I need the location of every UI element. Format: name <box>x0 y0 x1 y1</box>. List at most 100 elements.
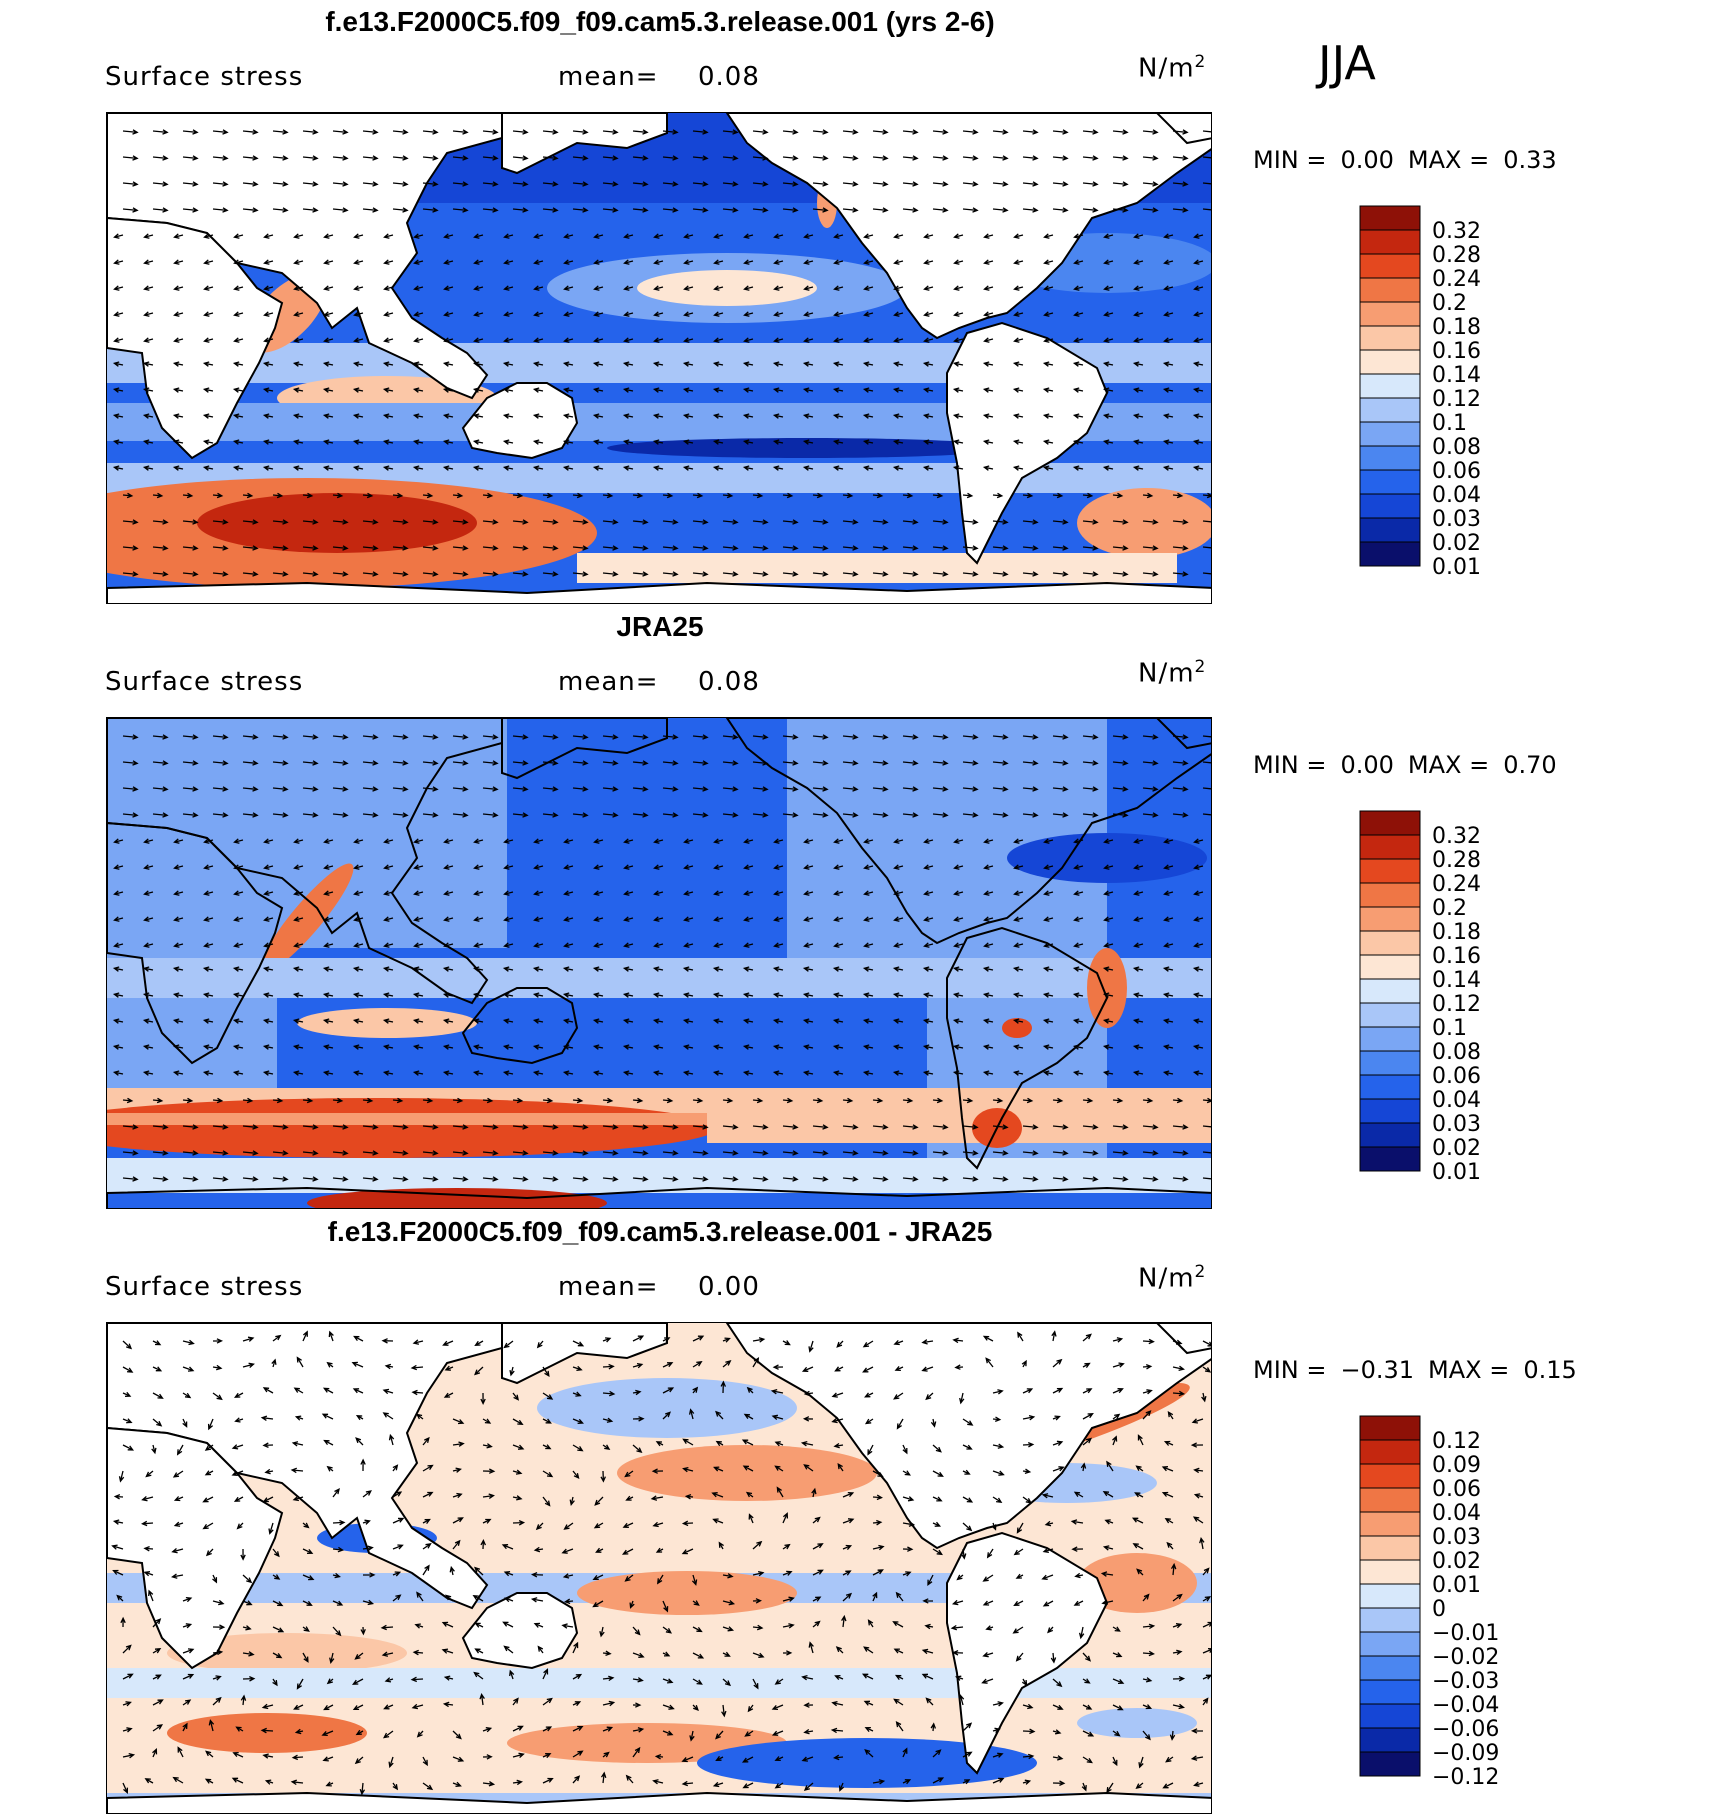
stress-vector-arrow <box>662 1337 671 1343</box>
stress-vector-arrow <box>921 1673 934 1680</box>
stress-vector-arrow <box>542 1124 559 1130</box>
stress-vector-arrow <box>422 129 439 135</box>
stress-vector-arrow <box>512 734 529 740</box>
stress-vector-arrow <box>323 864 334 870</box>
stress-vector-arrow <box>572 1340 585 1347</box>
stress-vector-arrow <box>482 1097 494 1104</box>
stress-vector-arrow <box>623 337 634 343</box>
stress-vector-arrow <box>562 1070 574 1076</box>
stress-vector-arrow <box>1162 1070 1174 1076</box>
stress-vector-arrow <box>472 1044 484 1050</box>
stress-vector-arrow <box>562 1018 574 1024</box>
stress-vector-arrow <box>1082 812 1099 818</box>
stress-vector-arrow <box>112 1044 124 1050</box>
stress-vector-arrow <box>745 1491 754 1498</box>
stress-vector-arrow <box>953 942 964 948</box>
stress-vector-arrow <box>152 812 169 818</box>
stress-vector-arrow <box>743 864 754 870</box>
stress-vector-arrow <box>692 1360 703 1368</box>
stress-vector-arrow <box>872 155 889 161</box>
stress-vector-arrow <box>182 1339 195 1346</box>
stress-vector-arrow <box>1052 760 1069 766</box>
stress-vector-arrow <box>842 1150 859 1156</box>
stress-vector-arrow <box>111 1544 124 1550</box>
stress-vector-arrow <box>812 519 829 525</box>
stress-vector-arrow <box>112 361 124 367</box>
panel-obs: JRA25 Surface stress mean= 0.08 N/m2 MIN… <box>0 605 1710 1210</box>
colorbar-swatch <box>1359 978 1421 1004</box>
stress-vector-arrow <box>722 155 739 161</box>
colorbar-swatch <box>1359 229 1421 255</box>
stress-vector-arrow <box>422 1518 431 1524</box>
stress-vector-arrow <box>1135 1465 1144 1472</box>
stress-vector-arrow <box>152 129 169 135</box>
stress-vector-arrow <box>892 966 904 972</box>
stress-vector-arrow <box>422 786 439 792</box>
stress-vector-arrow <box>242 207 259 213</box>
stress-vector-arrow <box>1193 838 1204 844</box>
stress-vector-arrow <box>983 942 994 948</box>
stress-vector-arrow <box>712 966 724 972</box>
stress-vector-arrow <box>692 1124 709 1130</box>
stress-vector-arrow <box>592 413 604 419</box>
stress-vector-arrow <box>542 1150 559 1156</box>
stress-vector-arrow <box>802 439 814 445</box>
colorbar-swatch <box>1359 1146 1421 1172</box>
stress-vector-arrow <box>362 571 379 577</box>
stress-vector-arrow <box>742 413 754 419</box>
stress-vector-arrow <box>692 1097 704 1104</box>
colorbar-swatch <box>1359 1415 1421 1441</box>
stress-vector-arrow <box>902 786 919 792</box>
stress-vector-arrow <box>542 1176 559 1182</box>
stress-vector-arrow <box>562 966 574 972</box>
stress-vector-arrow <box>1015 1573 1024 1579</box>
stress-vector-arrow <box>512 1150 529 1156</box>
stress-vector-arrow <box>893 233 904 239</box>
stress-vector-arrow <box>833 311 844 317</box>
stress-vector-arrow <box>1022 492 1034 499</box>
stress-vector-arrow <box>533 890 544 896</box>
stress-vector-arrow <box>743 337 754 343</box>
stress-vector-arrow <box>122 155 139 161</box>
stress-vector-arrow <box>122 571 139 577</box>
stress-vector-arrow <box>474 1366 484 1376</box>
colorbar-tick-label: 0.12 <box>1432 387 1481 412</box>
stress-vector-arrow <box>1172 1649 1183 1656</box>
stress-vector-arrow <box>142 387 154 393</box>
stress-vector-arrow <box>691 1574 698 1586</box>
stress-vector-arrow <box>1191 1418 1204 1424</box>
stress-vector-arrow <box>233 942 244 948</box>
colorbar-tick-label: 0.02 <box>1432 1549 1481 1574</box>
stress-vector-arrow <box>392 760 409 766</box>
stress-vector-arrow <box>383 864 394 870</box>
stress-vector-arrow <box>383 285 394 291</box>
stress-vector-arrow <box>834 1674 844 1681</box>
stress-vector-arrow <box>715 1410 724 1420</box>
stress-vector-arrow <box>1162 1044 1174 1050</box>
stress-vector-arrow <box>1052 207 1069 213</box>
stress-vector-arrow <box>864 1392 874 1398</box>
stress-vector-arrow <box>962 1418 974 1426</box>
stress-vector-arrow <box>652 1521 664 1528</box>
stress-vector-arrow <box>542 1777 554 1784</box>
stress-vector-arrow <box>212 760 229 766</box>
stress-vector-arrow <box>622 1522 634 1528</box>
stress-vector-arrow <box>482 1468 496 1474</box>
stress-vector-arrow <box>1013 1548 1024 1556</box>
stress-vector-arrow <box>982 1574 994 1582</box>
stress-vector-arrow <box>743 1413 754 1420</box>
stress-vector-arrow <box>362 786 379 792</box>
stress-vector-arrow <box>592 361 604 367</box>
colorbar-tick-label: −0.06 <box>1432 1717 1499 1742</box>
stress-vector-arrow <box>742 361 754 367</box>
stress-vector-arrow <box>692 1600 700 1606</box>
stress-vector-arrow <box>1172 1176 1189 1182</box>
stress-vector-arrow <box>202 1018 214 1024</box>
stress-vector-arrow <box>662 1097 674 1104</box>
stress-vector-arrow <box>662 1362 674 1368</box>
stress-vector-arrow <box>741 1756 754 1763</box>
stress-vector-arrow <box>1112 1678 1125 1685</box>
stress-vector-arrow <box>932 492 944 499</box>
stress-vector-arrow <box>952 361 964 367</box>
stress-vector-arrow <box>653 311 664 317</box>
